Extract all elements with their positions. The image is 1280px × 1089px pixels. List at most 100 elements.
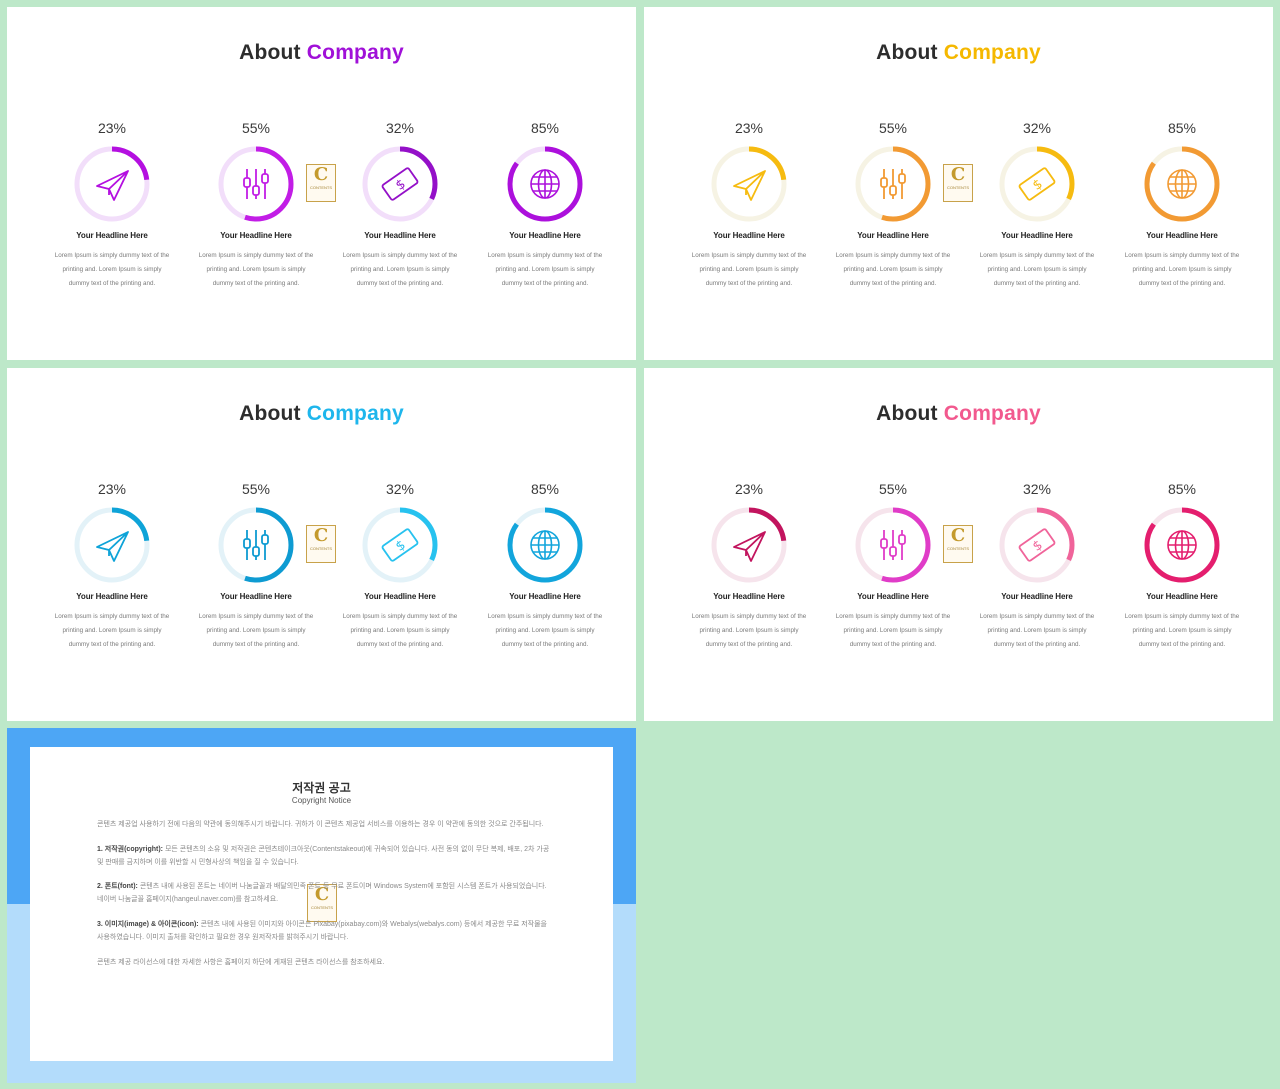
feature-description: Lorem Ipsum is simply dummy text of the … [487, 613, 603, 648]
notice-outro: 콘텐츠 제공 라이선스에 대한 자세한 사항은 홈페이지 하단에 게재된 콘텐츠… [97, 958, 385, 966]
slide-blue[interactable]: About Company 23% Your Headline Here Lor… [7, 368, 636, 721]
money-bill-icon: $ [1018, 167, 1056, 201]
title-about: About [876, 41, 938, 64]
feature-item: 85% Your Headline Here Lorem Ipsum is si… [486, 480, 604, 652]
feature-item: 85% Your Headline Here Lorem Ipsum is si… [1123, 119, 1241, 291]
progress-ring-fill [999, 146, 1075, 222]
slide-purple[interactable]: About Company 23% Your Headline Here Lor… [7, 7, 636, 360]
notice-section-image: 3. 이미지(image) & 아이콘(icon): 콘텐츠 내에 사용된 이미… [97, 920, 547, 941]
slide-pink[interactable]: About Company 23% Your Headline Here Lor… [644, 368, 1273, 721]
feature-item: 85% Your Headline Here Lorem Ipsum is si… [1123, 480, 1241, 652]
title-about: About [239, 41, 301, 64]
contents-logo: C CONTENTS [306, 164, 336, 202]
feature-headline: Your Headline Here [220, 592, 292, 601]
feature-item: 32% $ Your Headline Here Lorem Ipsum is … [341, 119, 459, 291]
progress-ring [507, 146, 583, 222]
feature-item: 23% Your Headline Here Lorem Ipsum is si… [690, 480, 808, 652]
slide-title: About Company [644, 402, 1273, 426]
feature-percent: 23% [734, 481, 764, 497]
feature-percent: 32% [1022, 120, 1052, 136]
progress-ring-fill [362, 146, 438, 222]
feature-headline: Your Headline Here [857, 231, 929, 240]
feature-description: Lorem Ipsum is simply dummy text of the … [342, 252, 458, 287]
sliders-icon [243, 169, 269, 199]
contents-logo: C CONTENTS [943, 164, 973, 202]
feature-percent: 32% [385, 481, 415, 497]
feature-headline: Your Headline Here [713, 231, 785, 240]
progress-ring-fill [362, 507, 438, 583]
feature-item: 32% $ Your Headline Here Lorem Ipsum is … [978, 119, 1096, 291]
feature-description: Lorem Ipsum is simply dummy text of the … [1124, 613, 1240, 648]
slide-copyright-notice[interactable]: 저작권 공고 Copyright Notice C CONTENTS 콘텐츠 제… [7, 728, 636, 1083]
feature-description: Lorem Ipsum is simply dummy text of the … [835, 252, 951, 287]
money-bill-icon: $ [381, 528, 419, 562]
feature-item: 55% Your Headline Here Lorem Ipsum is si… [834, 480, 952, 652]
slide-yellow[interactable]: About Company 23% Your Headline Here Lor… [644, 7, 1273, 360]
progress-ring [74, 507, 150, 583]
money-bill-icon: $ [381, 167, 419, 201]
feature-headline: Your Headline Here [76, 231, 148, 240]
title-company: Company [306, 402, 404, 425]
contents-logo: C CONTENTS [306, 525, 336, 563]
progress-ring-fill [855, 507, 931, 583]
feature-headline: Your Headline Here [509, 231, 581, 240]
feature-headline: Your Headline Here [1146, 231, 1218, 240]
feature-headline: Your Headline Here [364, 231, 436, 240]
feature-description: Lorem Ipsum is simply dummy text of the … [54, 252, 170, 287]
feature-description: Lorem Ipsum is simply dummy text of the … [835, 613, 951, 648]
slide-title: About Company [7, 402, 636, 426]
progress-ring: $ [999, 146, 1075, 222]
notice-subtitle: Copyright Notice [291, 796, 352, 805]
notice-section-font: 2. 폰트(font): 콘텐츠 내에 사용된 폰트는 네이버 나눔글꼴과 배달… [97, 883, 547, 904]
globe-icon [1167, 169, 1197, 199]
globe-icon [530, 169, 560, 199]
progress-ring: $ [362, 507, 438, 583]
feature-description: Lorem Ipsum is simply dummy text of the … [691, 613, 807, 648]
feature-percent: 23% [97, 481, 127, 497]
feature-percent: 32% [1022, 481, 1052, 497]
progress-ring [218, 507, 294, 583]
feature-description: Lorem Ipsum is simply dummy text of the … [979, 252, 1095, 287]
feature-percent: 23% [97, 120, 127, 136]
feature-percent: 85% [530, 120, 560, 136]
contents-logo: C CONTENTS [943, 525, 973, 563]
feature-description: Lorem Ipsum is simply dummy text of the … [54, 613, 170, 648]
globe-icon [1167, 530, 1197, 560]
feature-description: Lorem Ipsum is simply dummy text of the … [691, 252, 807, 287]
progress-ring-fill [999, 507, 1075, 583]
progress-ring-fill [74, 507, 150, 583]
money-bill-icon: $ [1018, 528, 1056, 562]
feature-description: Lorem Ipsum is simply dummy text of the … [1124, 252, 1240, 287]
feature-item: 32% $ Your Headline Here Lorem Ipsum is … [341, 480, 459, 652]
progress-ring-fill [507, 507, 583, 583]
feature-headline: Your Headline Here [857, 592, 929, 601]
slide-title: About Company [7, 41, 636, 65]
feature-item: 55% Your Headline Here Lorem Ipsum is si… [197, 119, 315, 291]
progress-ring-fill [507, 146, 583, 222]
progress-ring-fill [74, 146, 150, 222]
feature-percent: 23% [734, 120, 764, 136]
progress-ring: $ [362, 146, 438, 222]
feature-item: 23% Your Headline Here Lorem Ipsum is si… [53, 480, 171, 652]
feature-headline: Your Headline Here [1146, 592, 1218, 601]
progress-ring-fill [855, 146, 931, 222]
feature-headline: Your Headline Here [76, 592, 148, 601]
notice-card: 저작권 공고 Copyright Notice C CONTENTS 콘텐츠 제… [30, 747, 613, 1061]
feature-percent: 85% [1167, 120, 1197, 136]
notice-intro: 콘텐츠 제공업 사용하기 전에 다음의 약관에 동의해주시기 바랍니다. 귀하가… [97, 821, 544, 828]
feature-headline: Your Headline Here [713, 592, 785, 601]
feature-headline: Your Headline Here [1001, 592, 1073, 601]
notice-body: 콘텐츠 제공업 사용하기 전에 다음의 약관에 동의해주시기 바랍니다. 귀하가… [97, 819, 551, 981]
notice-title: 저작권 공고 [292, 781, 351, 795]
paper-plane-icon [96, 531, 129, 562]
progress-ring [218, 146, 294, 222]
progress-ring-fill [218, 146, 294, 222]
paper-plane-icon [733, 170, 766, 201]
progress-ring-fill [711, 507, 787, 583]
feature-description: Lorem Ipsum is simply dummy text of the … [979, 613, 1095, 648]
feature-item: 23% Your Headline Here Lorem Ipsum is si… [53, 119, 171, 291]
sliders-icon [243, 530, 269, 560]
paper-plane-icon [96, 170, 129, 201]
progress-ring [711, 146, 787, 222]
progress-ring [855, 507, 931, 583]
